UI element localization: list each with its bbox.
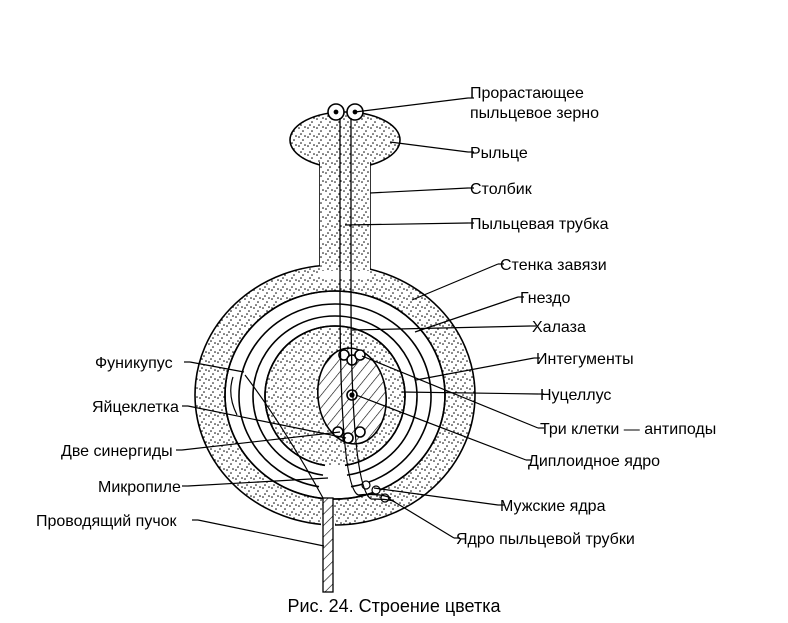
label-nucellus: Нуцеллус [540,386,611,406]
label-polar: Диплоидное ядро [528,452,660,472]
label-locule: Гнездо [520,289,570,309]
label-egg: Яйцеклетка [92,398,179,418]
label-bundle: Проводящий пучок [36,512,177,532]
figure-caption: Рис. 24. Строение цветка [0,596,788,617]
label-pollen_tube: Пыльцевая трубка [470,215,609,235]
diagram-stage: Прорастающеепыльцевое зерно Рыльце Столбик… [0,0,788,623]
label-style: Столбик [470,180,532,200]
label-stigma: Рыльце [470,144,528,164]
label-integuments: Интегументы [536,350,634,370]
label-funiculus: Фуникупус [95,354,173,374]
label-antipodals: Три клетки — антиподы [540,420,716,440]
label-tube_nucleus: Ядро пыльцевой трубки [456,530,635,550]
label-synergids: Две синергиды [61,442,173,462]
label-ovary_wall: Стенка завязи [500,256,607,276]
label-micropyle: Микропиле [98,478,181,498]
label-sperm: Мужские ядра [500,497,605,517]
label-pollen_grain: Прорастающеепыльцевое зерно [470,84,599,124]
label-chalaza: Халаза [532,318,586,338]
